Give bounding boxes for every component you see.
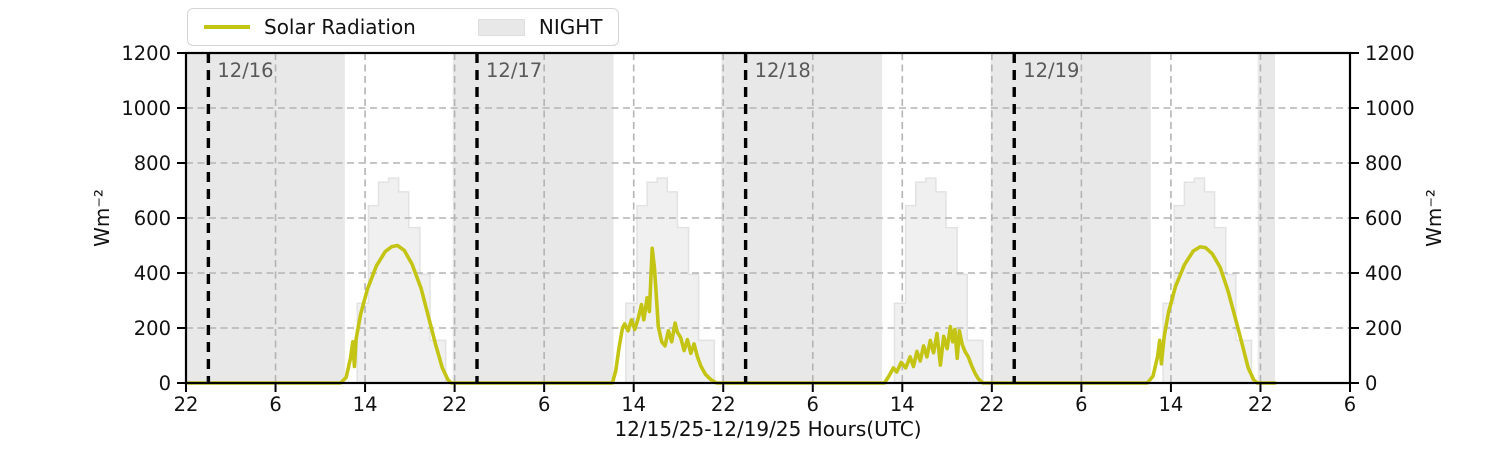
y-tick-label-right: 200 <box>1365 317 1402 340</box>
y-tick-label-left: 1200 <box>121 42 171 65</box>
date-label: 12/17 <box>486 59 542 82</box>
x-tick-label: 22 <box>442 393 467 416</box>
y-tick-label-right: 1000 <box>1365 97 1415 120</box>
x-tick-label: 14 <box>1159 393 1184 416</box>
x-tick-label: 22 <box>979 393 1004 416</box>
legend: Solar Radiation NIGHT <box>187 8 620 46</box>
x-axis-label: 12/15/25-12/19/25 Hours(UTC) <box>614 417 922 441</box>
x-tick-label: 14 <box>621 393 646 416</box>
x-tick-label: 6 <box>269 393 281 416</box>
y-tick-label-left: 600 <box>134 207 171 230</box>
legend-label-night: NIGHT <box>538 15 603 39</box>
x-tick-label: 14 <box>353 393 378 416</box>
y-tick-label-right: 1200 <box>1365 42 1415 65</box>
y-tick-label-left: 800 <box>134 152 171 175</box>
solar-radiation-line-swatch <box>204 25 250 29</box>
clear-sky-step-day <box>356 177 447 384</box>
clear-sky-step-day <box>1162 177 1253 384</box>
x-tick-label: 6 <box>1075 393 1087 416</box>
date-label: 12/18 <box>755 59 811 82</box>
clear-sky-step-day <box>625 177 716 384</box>
x-tick-label: 22 <box>174 393 199 416</box>
y-tick-label-right: 400 <box>1365 262 1402 285</box>
x-tick-label: 14 <box>890 393 915 416</box>
x-tick-label: 6 <box>1344 393 1356 416</box>
x-tick-label: 6 <box>807 393 819 416</box>
solar-radiation-line <box>184 243 1277 385</box>
y-tick-label-left: 400 <box>134 262 171 285</box>
legend-label-solar-radiation: Solar Radiation <box>264 15 416 39</box>
date-label: 12/16 <box>217 59 273 82</box>
y-tick-label-right: 600 <box>1365 207 1402 230</box>
day-boundaries: 12/16 12/17 12/18 12/19 <box>206 53 1079 383</box>
night-patch-swatch <box>477 18 525 36</box>
x-tick-label: 22 <box>711 393 736 416</box>
gridlines <box>186 53 1350 383</box>
y-tick-label-right: 0 <box>1365 372 1377 395</box>
y-tick-label-left: 200 <box>134 317 171 340</box>
date-label: 12/19 <box>1023 59 1079 82</box>
night-band <box>1257 53 1276 383</box>
y-tick-label-left: 1000 <box>121 97 171 120</box>
y-tick-label-right: 800 <box>1365 152 1402 175</box>
x-tick-label: 22 <box>1248 393 1273 416</box>
clear-sky-steps <box>356 177 1253 384</box>
y-tick-label-left: 0 <box>159 372 171 395</box>
y-axis-label-right: Wm⁻² <box>1422 189 1446 247</box>
y-axis-label-left: Wm⁻² <box>90 189 114 247</box>
x-tick-label: 6 <box>538 393 550 416</box>
